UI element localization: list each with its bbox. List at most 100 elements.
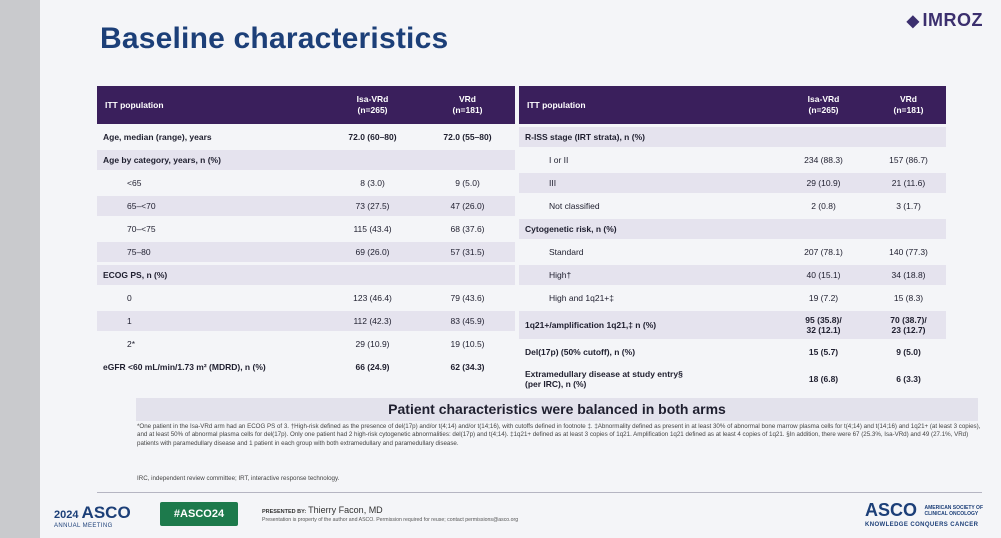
table-row: 1 112 (42.3) 83 (45.9) [97,311,515,331]
row-value-isa-vrd: 72.0 (60–80) [348,132,397,142]
asco-annual-meeting-logo: 2024 ASCO ANNUAL MEETING [54,503,131,529]
row-value-isa-vrd [325,265,420,285]
presenter-label: PRESENTED BY: [262,509,307,515]
row-value-vrd: 72.0 (55–80) [443,132,492,142]
society-tagline: KNOWLEDGE CONQUERS CANCER [865,522,979,528]
presenter-info: PRESENTED BY: Thierry Facon, MD Presenta… [262,505,518,523]
row-value-vrd: 3 (1.7) [896,201,921,211]
table-row: Age by category, years, n (%) [97,150,515,170]
row-label: <65 [127,178,142,188]
row-value-vrd: 140 (77.3) [889,247,928,257]
imroz-logo-text: IMROZ [922,10,983,30]
left-header-isa-vrd: Isa-VRd (n=265) [325,86,420,124]
society-name: ASCO [865,500,918,520]
table-row: <65 8 (3.0) 9 (5.0) [97,173,515,193]
row-value-vrd: 83 (45.9) [420,311,515,331]
row-label: 0 [127,293,132,303]
table-row: Cytogenetic risk, n (%) [519,219,946,239]
meeting-sub: ANNUAL MEETING [54,523,113,529]
table-row: Not classified 2 (0.8) 3 (1.7) [519,196,946,216]
right-table-container: ITT population Isa-VRd (n=265) VRd (n=18… [519,83,946,396]
row-label: Age, median (range), years [103,132,212,142]
row-value-vrd: 6 (3.3) [896,373,921,384]
right-header-vrd: VRd (n=181) [871,86,946,124]
right-header-isa-vrd: Isa-VRd (n=265) [776,86,871,124]
table-row: 70–<75 115 (43.4) 68 (37.6) [97,219,515,239]
row-value-isa-vrd [325,150,420,170]
meeting-name: ASCO [81,503,131,522]
slide-title: Baseline characteristics [100,22,449,55]
left-characteristics-table: ITT population Isa-VRd (n=265) VRd (n=18… [97,83,515,380]
table-row: Del(17p) (50% cutoff), n (%) 15 (5.7) 9 (5… [519,342,946,362]
row-value-vrd: 21 (11.6) [871,173,946,193]
row-label: 1 [97,311,325,331]
table-row: ECOG PS, n (%) [97,265,515,285]
imroz-logo: ◆ IMROZ [907,10,983,31]
row-label: Extramedullary disease at study entry§ (… [525,368,683,389]
row-label: eGFR <60 mL/min/1.73 m² (MDRD), n (%) [103,362,266,372]
row-value-vrd: 68 (37.6) [450,224,485,234]
row-value-isa-vrd: 40 (15.1) [776,265,871,285]
summary-banner: Patient characteristics were balanced in… [136,398,978,421]
slide-footer: 2024 ASCO ANNUAL MEETING #ASCO24 PRESENT… [40,497,1001,538]
row-value-isa-vrd: 69 (26.0) [325,242,420,262]
row-label: III [519,173,776,193]
row-value-vrd: 70 (38.7)/ 23 (12.7) [871,311,946,339]
table-row: R-ISS stage (IRT strata), n (%) [519,127,946,147]
row-value-isa-vrd: 73 (27.5) [325,196,420,216]
row-value-isa-vrd: 19 (7.2) [808,293,839,303]
row-label: High† [519,265,776,285]
row-value-vrd [871,127,946,147]
imroz-mark-icon: ◆ [906,12,920,30]
row-value-vrd: 157 (86.7) [889,155,928,165]
presenter-name: Thierry Facon, MD [308,505,383,515]
row-label: I or II [549,155,569,165]
table-row: 75–80 69 (26.0) 57 (31.5) [97,242,515,262]
row-value-isa-vrd [776,219,871,239]
presenter-note: Presentation is property of the author a… [262,517,519,523]
row-label: R-ISS stage (IRT strata), n (%) [519,127,776,147]
row-value-isa-vrd [776,127,871,147]
meeting-year: 2024 [54,509,79,521]
row-value-isa-vrd: 15 (5.7) [808,347,839,357]
row-label: 1q21+/amplification 1q21,‡ n (%) [519,311,776,339]
row-value-vrd [420,265,515,285]
row-value-vrd [871,219,946,239]
row-value-vrd: 79 (43.6) [450,293,485,303]
row-value-vrd: 47 (26.0) [420,196,515,216]
row-value-isa-vrd: 234 (88.3) [804,155,843,165]
row-value-vrd: 19 (10.5) [450,339,485,349]
table-row: Standard 207 (78.1) 140 (77.3) [519,242,946,262]
row-label: Age by category, years, n (%) [97,150,325,170]
table-row: 2* 29 (10.9) 19 (10.5) [97,334,515,354]
table-row: eGFR <60 mL/min/1.73 m² (MDRD), n (%) 66 … [97,357,515,377]
row-label: 65–<70 [97,196,325,216]
row-label: High and 1q21+‡ [549,293,614,303]
table-row: High and 1q21+‡ 19 (7.2) 15 (8.3) [519,288,946,308]
row-value-isa-vrd: 66 (24.9) [355,362,390,372]
row-label: 2* [127,339,136,349]
slide: ◆ IMROZ Baseline characteristics ITT pop… [40,0,1001,538]
row-value-vrd: 9 (5.0) [896,347,921,357]
row-value-vrd: 62 (34.3) [450,362,485,372]
table-row: III 29 (10.9) 21 (11.6) [519,173,946,193]
abbreviations-text: IRC, independent review committee; IRT, … [137,475,340,482]
society-small-text: AMERICAN SOCIETY OF CLINICAL ONCOLOGY [924,504,983,517]
row-value-vrd: 15 (8.3) [893,293,924,303]
table-row: 1q21+/amplification 1q21,‡ n (%) 95 (35.8… [519,311,946,339]
row-label: 70–<75 [127,224,156,234]
row-value-isa-vrd: 207 (78.1) [804,247,843,257]
footnote-text: *One patient in the Isa-VRd arm had an E… [137,423,981,447]
row-value-vrd [420,150,515,170]
right-table-body: R-ISS stage (IRT strata), n (%) I or II 23… [519,127,946,393]
asco-society-logo: ASCO AMERICAN SOCIETY OF CLINICAL ONCOLO… [865,500,983,528]
row-value-isa-vrd: 123 (46.4) [353,293,392,303]
slide-left-edge [0,0,40,538]
left-header-population: ITT population [97,86,325,124]
row-label: ECOG PS, n (%) [97,265,325,285]
table-row: 65–<70 73 (27.5) 47 (26.0) [97,196,515,216]
table-row: 0 123 (46.4) 79 (43.6) [97,288,515,308]
footer-divider [97,492,982,493]
row-value-isa-vrd: 112 (42.3) [325,311,420,331]
left-table-container: ITT population Isa-VRd (n=265) VRd (n=18… [97,83,515,380]
